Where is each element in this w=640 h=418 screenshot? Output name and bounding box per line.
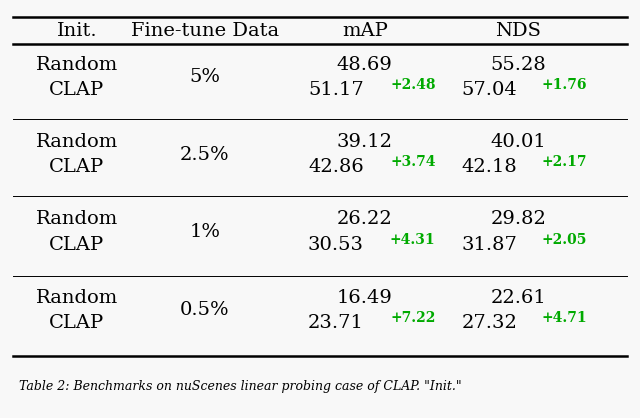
Text: 26.22: 26.22 [337,210,393,229]
Text: +4.71: +4.71 [541,311,588,325]
Text: 23.71: 23.71 [308,314,364,332]
Text: CLAP: CLAP [49,81,104,99]
Text: Init.: Init. [56,22,97,41]
Text: Table 2: Benchmarks on nuScenes linear probing case of CLAP. "Init.": Table 2: Benchmarks on nuScenes linear p… [19,380,462,393]
Text: 1%: 1% [189,223,220,241]
Text: +2.17: +2.17 [541,155,588,169]
Text: +2.48: +2.48 [390,78,436,92]
Text: 29.82: 29.82 [490,210,547,229]
Text: Random: Random [36,56,118,74]
Text: +7.22: +7.22 [390,311,435,325]
Text: 40.01: 40.01 [490,133,547,151]
Text: Random: Random [36,288,118,307]
Text: 42.18: 42.18 [461,158,518,176]
Text: mAP: mAP [342,22,388,41]
Text: 31.87: 31.87 [461,235,518,254]
Text: +3.74: +3.74 [390,155,436,169]
Text: +1.76: +1.76 [541,78,588,92]
Text: +4.31: +4.31 [390,232,436,247]
Text: 39.12: 39.12 [337,133,393,151]
Text: Random: Random [36,133,118,151]
Text: 16.49: 16.49 [337,288,393,307]
Text: CLAP: CLAP [49,314,104,332]
Text: 2.5%: 2.5% [180,145,230,164]
Text: 30.53: 30.53 [308,235,364,254]
Text: Fine-tune Data: Fine-tune Data [131,22,279,41]
Text: 42.86: 42.86 [308,158,364,176]
Text: CLAP: CLAP [49,158,104,176]
Text: 51.17: 51.17 [308,81,364,99]
Text: 5%: 5% [189,68,220,87]
Text: 22.61: 22.61 [490,288,547,307]
Text: 48.69: 48.69 [337,56,393,74]
Text: 0.5%: 0.5% [180,301,230,319]
Text: 27.32: 27.32 [461,314,518,332]
Text: 57.04: 57.04 [461,81,518,99]
Text: 55.28: 55.28 [490,56,547,74]
Text: +2.05: +2.05 [542,232,587,247]
Text: Random: Random [36,210,118,229]
Text: NDS: NDS [495,22,541,41]
Text: CLAP: CLAP [49,235,104,254]
